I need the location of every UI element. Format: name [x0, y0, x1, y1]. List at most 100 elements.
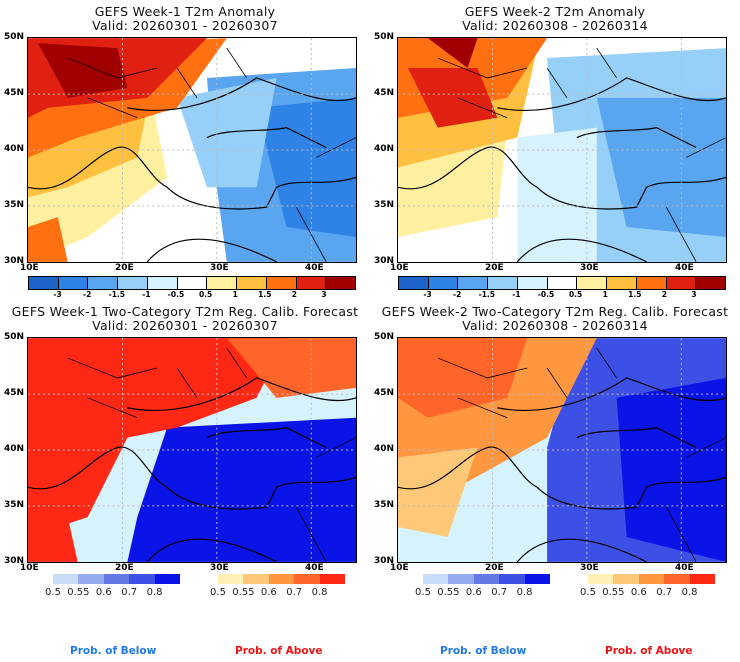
colorbar-label: 1.5 — [258, 290, 272, 299]
field-region — [37, 43, 128, 98]
colorbar-label: 0.7 — [286, 587, 303, 598]
coastline — [28, 77, 356, 262]
colorbar-label: -1 — [142, 290, 151, 299]
lat-tick-label: 35N — [4, 500, 25, 510]
coastline — [398, 377, 726, 562]
map-plot-area — [397, 337, 727, 563]
prob-below-colorbar — [53, 574, 181, 584]
colorbar-swatch — [517, 277, 548, 289]
colorbar-swatch — [689, 574, 716, 584]
lat-tick-label: 40N — [4, 144, 25, 154]
colorbar-label: 0.5 — [568, 290, 583, 299]
colorbar-swatch — [458, 277, 489, 289]
colorbar-swatch — [428, 277, 459, 289]
anomaly-colorbar — [398, 276, 726, 290]
field-region — [427, 38, 478, 68]
lon-tick-label: 10E — [20, 563, 39, 573]
colorbar-label: -3 — [53, 290, 62, 299]
colorbar-swatch — [638, 574, 665, 584]
colorbar-swatch — [118, 277, 148, 289]
field-region — [226, 338, 356, 398]
field-region — [256, 97, 356, 237]
lon-tick-label: 40E — [675, 263, 694, 273]
colorbar-swatch — [448, 574, 474, 584]
colorbar-label: 0.5 — [45, 587, 61, 598]
colorbar-label: 0.6 — [630, 587, 647, 598]
lon-tick-label: 30E — [580, 563, 599, 573]
field-region — [398, 338, 528, 418]
lat-tick-label: 45N — [374, 88, 395, 98]
colorbar-swatch — [29, 277, 59, 289]
colorbar-swatch — [58, 277, 89, 289]
lon-tick-label: 20E — [115, 263, 134, 273]
lon-tick-label: 10E — [390, 263, 409, 273]
colorbar-swatch — [147, 277, 178, 289]
colorbar-swatch — [636, 277, 667, 289]
map-plot-area — [27, 37, 357, 263]
colorbar-swatch — [103, 574, 130, 584]
borders — [67, 347, 356, 562]
colorbar-label: 0.7 — [656, 587, 673, 598]
colorbar-label: 0.7 — [121, 587, 138, 598]
coastline — [28, 377, 356, 562]
colorbar-label: 3 — [691, 290, 697, 299]
colorbar-label: -2 — [453, 290, 462, 299]
lon-tick-label: 20E — [485, 563, 504, 573]
lon-tick-label: 20E — [485, 263, 504, 273]
map-panel: GEFS Week-1 Two-Category T2m Reg. Calib.… — [0, 300, 370, 657]
colorbar-swatch — [664, 574, 690, 584]
lat-tick-label: 35N — [374, 200, 395, 210]
colorbar-swatch — [666, 277, 697, 289]
field-region — [407, 68, 498, 128]
colorbar-swatch — [577, 277, 608, 289]
field-region — [28, 217, 68, 262]
coastline — [398, 77, 726, 262]
colorbar-label: 1 — [602, 290, 608, 299]
borders — [437, 347, 726, 562]
colorbar-label: 0.8 — [681, 587, 698, 598]
prob-below-caption: Prob. of Below — [440, 645, 527, 657]
colorbar-swatch — [588, 574, 614, 584]
lon-tick-label: 30E — [580, 263, 599, 273]
prob-above-caption: Prob. of Above — [235, 645, 323, 657]
valid-dates: Valid: 20260308 - 20260314 — [462, 318, 648, 333]
colorbar-swatch — [129, 574, 155, 584]
lon-tick-label: 40E — [675, 563, 694, 573]
colorbar-label: 2 — [661, 290, 667, 299]
colorbar-label: 1 — [232, 290, 238, 299]
anomaly-colorbar — [28, 276, 356, 290]
colorbar-swatch — [423, 574, 449, 584]
colorbar-label: -0.5 — [537, 290, 555, 299]
colorbar-swatch — [326, 277, 356, 289]
prob-below-caption: Prob. of Below — [70, 645, 157, 657]
field-region — [596, 97, 726, 237]
lat-tick-label: 50N — [374, 332, 395, 342]
field-region — [28, 338, 287, 537]
colorbar-label: -3 — [423, 290, 432, 299]
colorbar-label: 1.5 — [628, 290, 642, 299]
valid-dates: Valid: 20260301 - 20260307 — [92, 18, 278, 33]
colorbar-swatch — [237, 277, 267, 289]
lat-tick-label: 35N — [4, 200, 25, 210]
colorbar-swatch — [473, 574, 500, 584]
lat-tick-label: 50N — [4, 32, 25, 42]
field-region — [127, 417, 356, 562]
colorbar-swatch — [268, 574, 295, 584]
lat-tick-label: 35N — [374, 500, 395, 510]
colorbar-label: 0.55 — [602, 587, 625, 598]
colorbar-swatch — [399, 277, 429, 289]
colorbar-swatch — [607, 277, 637, 289]
colorbar-label: -2 — [83, 290, 92, 299]
borders — [437, 47, 726, 262]
colorbar-swatch — [294, 574, 320, 584]
lat-tick-label: 30N — [374, 556, 395, 566]
colorbar-swatch — [499, 574, 525, 584]
lon-tick-label: 40E — [305, 263, 324, 273]
colorbar-swatch — [177, 277, 208, 289]
colorbar-swatch — [547, 277, 578, 289]
lat-tick-label: 50N — [374, 32, 395, 42]
colorbar-swatch — [88, 277, 119, 289]
panel-title: GEFS Week-2 Two-Category T2m Reg. Calib.… — [381, 304, 729, 319]
colorbar-swatch — [296, 277, 327, 289]
colorbar-label: 0.6 — [95, 587, 112, 598]
